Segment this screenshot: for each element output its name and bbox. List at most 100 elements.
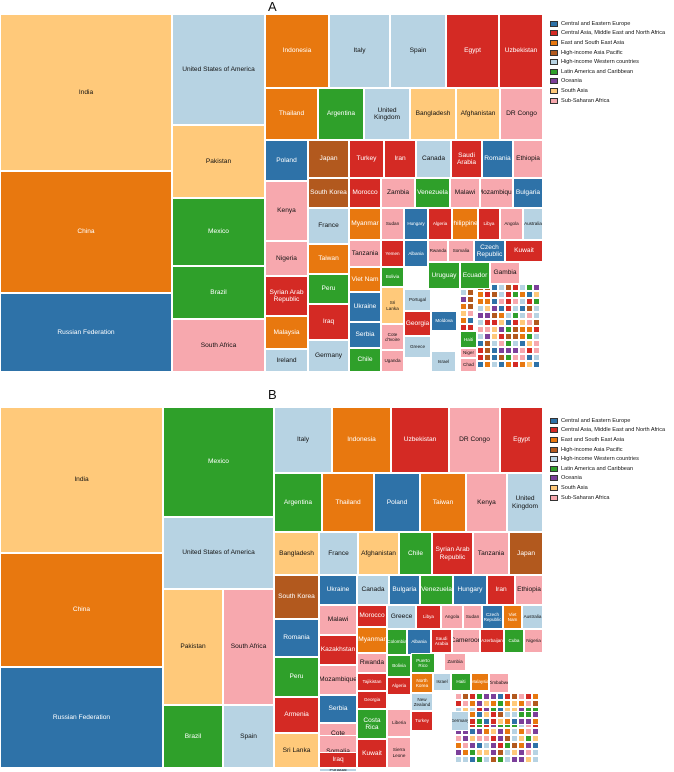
b-minor-cell [532,700,539,707]
b-minor-cell [476,728,483,735]
b-cell-uzbekistan: Uzbekistan [391,407,449,473]
a-cell-malawi: Malawi [450,178,480,208]
b-cell-iraq: Iraq [319,752,357,768]
b-minor-cell [497,728,504,735]
a-minor-cell [526,326,533,333]
a-minor-cell [505,298,512,305]
a-cell-haiti: Haiti [460,331,477,348]
b-minor-cell [455,756,462,763]
b-minor-cell [476,735,483,742]
b-minor-cell [525,711,532,718]
b-cell-iran: Iran [487,575,515,605]
b-minor-cell [511,711,518,718]
b-minor-cell [532,749,539,756]
a-minor-cell [477,326,484,333]
legend-label: Oceania [561,78,582,85]
a-cell-india: India [0,14,172,171]
a-minor-cell [505,291,512,298]
a-minor-cell [512,361,519,368]
a-minor-cell [519,347,526,354]
a-minor-cell [477,312,484,319]
a-minor-cell [533,354,540,361]
b-minor-cell [518,735,525,742]
legend-swatch [550,87,558,94]
b-cell-hungary: Hungary [453,575,487,605]
a-minor-cell [484,305,491,312]
b-cell-united-states-of-america: United States of America [163,517,274,589]
a-legend-item-latin-america-and-caribbean: Latin America and Caribbean [550,67,665,77]
a-cell-spain: Spain [390,14,446,88]
b-minor-cell [455,693,462,700]
b-cell-mexico: Mexico [163,407,274,517]
a-minor-cell [512,291,519,298]
a-cell-ireland: Ireland [265,349,308,372]
b-cell-bangladesh: Bangladesh [274,532,319,575]
a-cell-chile: Chile [349,348,381,372]
a-minor-cell [512,354,519,361]
b-minor-cell [518,749,525,756]
a-cell-venezuela: Venezuela [415,178,450,208]
b-minor-cell [455,700,462,707]
a-minor-cell [498,347,505,354]
b-minor-cell [497,693,504,700]
b-minor-cell [525,693,532,700]
a-cell-libya: Libya [478,208,500,240]
a-minor-cell [533,333,540,340]
a-cell-somalia: Somalia [448,240,474,262]
a-cell-serbia: Serbia [349,322,381,348]
a-minor-cell [491,305,498,312]
b-minor-cell [462,742,469,749]
legend-swatch [550,417,558,424]
b-minor-cell [511,718,518,725]
a-cell-zambia: Zambia [381,178,415,208]
b-minor-cell [476,756,483,763]
a-minor-cell [533,326,540,333]
a-cell-philippines: Philippines [452,208,478,240]
legend-label: Central Asia, Middle East and North Afri… [561,30,666,37]
b-minor-cell [497,711,504,718]
a-minor-cell [519,305,526,312]
a-minor-cell [498,319,505,326]
a-cell-georgia: Georgia [404,311,431,336]
b-minor-cell [532,742,539,749]
b-minor-cell [483,718,490,725]
panel-b-title: B [268,387,277,402]
b-cell-peru: Peru [274,657,319,697]
a-cell-niger: Niger [460,348,477,358]
a-legend-item-high-income-western-countries: High-income Western countries [550,57,665,67]
b-minor-cell [525,735,532,742]
b-cell-czech-republic: Czech Republic [482,605,503,629]
legend-swatch [550,20,558,27]
legend-label: Sub-Saharan Africa [561,97,610,104]
a-minor-cell [484,347,491,354]
a-minor-cell [526,340,533,347]
a-minor-cell [505,319,512,326]
a-minor-cell [526,312,533,319]
legend-swatch [550,39,558,46]
b-minor-cell [532,735,539,742]
b-minor-cell [483,756,490,763]
a-minor-cell [491,333,498,340]
b-cell-liberia: Liberia [387,709,411,737]
b-cell-south-africa: South Africa [223,589,274,705]
b-minor-cell [469,749,476,756]
b-minor-cell [490,700,497,707]
b-minor-cell [504,718,511,725]
a-minor-cell [460,317,467,324]
a-minor-cell [519,312,526,319]
legend-label: Latin America and Caribbean [561,465,634,472]
b-cell-germany: Germany [451,711,469,731]
b-cell-canada: Canada [357,575,389,605]
legend-swatch [550,456,558,463]
a-cell-romania: Romania [482,140,513,178]
a-cell-uganda: Uganda [381,350,404,372]
b-minor-cell [490,749,497,756]
b-cell-brazil: Brazil [163,705,223,768]
treemap-a-small-cells [0,14,543,372]
a-minor-cell [519,361,526,368]
a-minor-cell [519,354,526,361]
b-cell-cuba: Cuba [504,629,524,653]
b-legend-item-high-income-western-countries: High-income Western countries [550,454,665,464]
b-minor-cell [497,735,504,742]
b-minor-cell [511,742,518,749]
